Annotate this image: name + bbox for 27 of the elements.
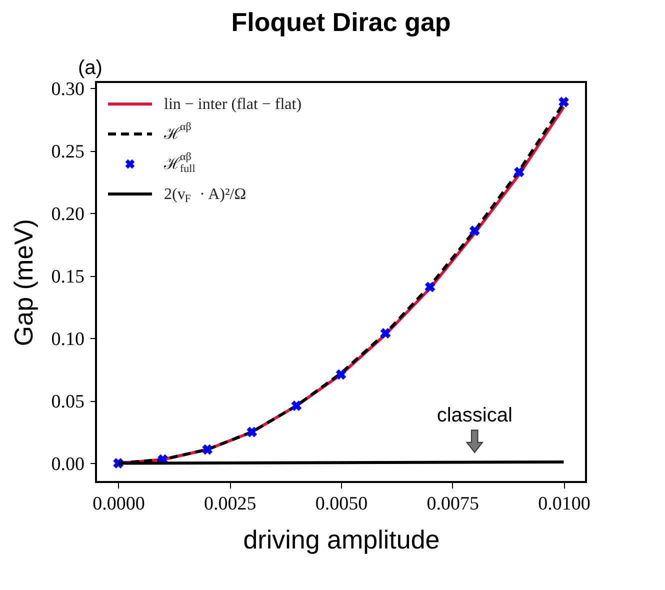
point [558,96,569,108]
point [514,166,524,178]
y-tick-label: 0.25 [51,141,84,162]
point [202,444,213,455]
y-axis-title: Gap (meV) [8,218,38,346]
legend-label: lin − inter (flat − flat) [164,96,302,113]
y-tick-label: 0.05 [51,391,84,412]
y-tick-label: 0.30 [51,78,84,100]
y-tick-label: 0.15 [51,266,84,288]
chart-title: Floquet Dirac gap [231,7,451,37]
x-tick-label: 0.0025 [204,494,256,514]
point [469,226,480,236]
x-tick-label: 0.0050 [315,494,368,514]
point [246,426,258,438]
y-tick-label: 0.00 [51,454,84,475]
x-tick-label: 0.0000 [92,494,145,514]
point [336,369,346,380]
point [424,282,436,292]
point [291,400,302,411]
x-tick-label: 0.0075 [426,494,479,514]
y-tick-label: 0.10 [51,328,84,350]
y-tick-label: 0.20 [51,204,84,225]
x-axis-title: driving amplitude [243,524,440,554]
text: (a) [78,57,102,79]
x-tick-label: 0.0100 [538,494,590,514]
annotation: classical [436,404,512,426]
point [380,328,391,338]
